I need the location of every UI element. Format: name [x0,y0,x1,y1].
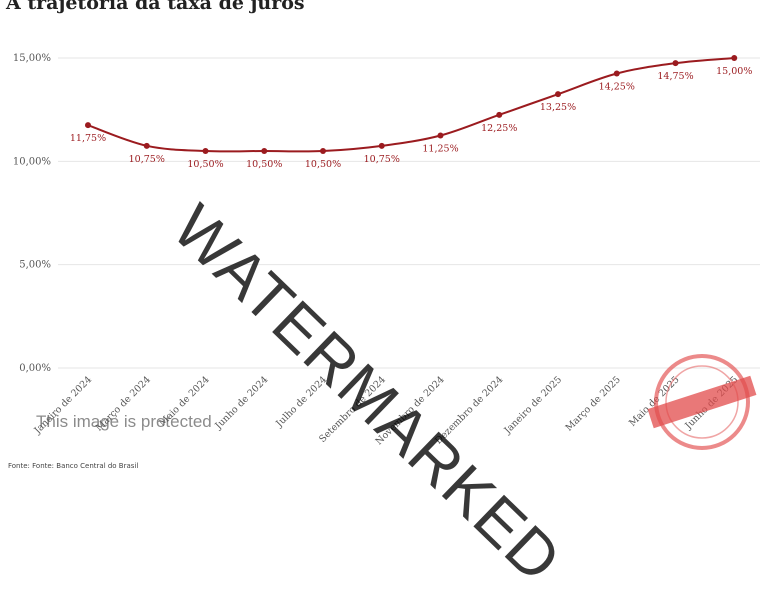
y-tick-label: 10,00% [13,156,51,167]
data-point [261,148,268,154]
data-label: 10,75% [364,154,400,165]
line-chart: 0,00% 5,00% 10,00% 15,00% 11,75% 10,75% 10,50… [13,53,760,447]
x-tick-label: Junho de 2024 [213,374,271,432]
y-tick-label: 0,00% [19,363,51,374]
data-label: 10,50% [246,159,282,170]
data-label: 11,25% [422,144,458,155]
data-label: 15,00% [716,66,752,77]
data-point [202,148,209,154]
y-tick-label: 15,00% [13,53,51,64]
data-label: 10,75% [129,154,165,165]
data-label: 10,50% [305,159,341,170]
data-label: 11,75% [70,133,106,144]
protected-notice: This image is protected [36,412,212,431]
data-label: 14,75% [657,71,693,82]
gridlines [58,57,760,369]
x-tick-label: Março de 2025 [564,374,623,433]
data-labels: 11,75% 10,75% 10,50% 10,50% 10,50% 10,75% 11,2… [70,66,752,170]
source-note: Fonte: Fonte: Banco Central do Brasil [8,462,139,470]
data-point [437,132,444,139]
series-line-path [87,57,735,153]
series-line [87,57,735,153]
x-tick-label: Janeiro de 2025 [502,374,565,437]
data-label: 10,50% [187,159,223,170]
data-point [731,55,738,61]
data-point [672,60,679,67]
data-point [378,142,385,149]
data-label: 13,25% [540,102,576,113]
data-point [613,70,620,77]
data-point [143,142,150,149]
data-points [85,55,738,154]
data-point [320,148,326,154]
y-axis-ticks: 0,00% 5,00% 10,00% 15,00% [13,53,51,374]
y-tick-label: 5,00% [19,260,51,271]
data-point [496,111,503,118]
data-label: 12,25% [481,123,517,134]
chart-title: A trajetória da taxa de juros [6,0,305,14]
data-label: 14,25% [599,82,635,93]
data-point [85,122,91,129]
data-point [555,91,561,98]
protected-stamp [647,354,757,450]
